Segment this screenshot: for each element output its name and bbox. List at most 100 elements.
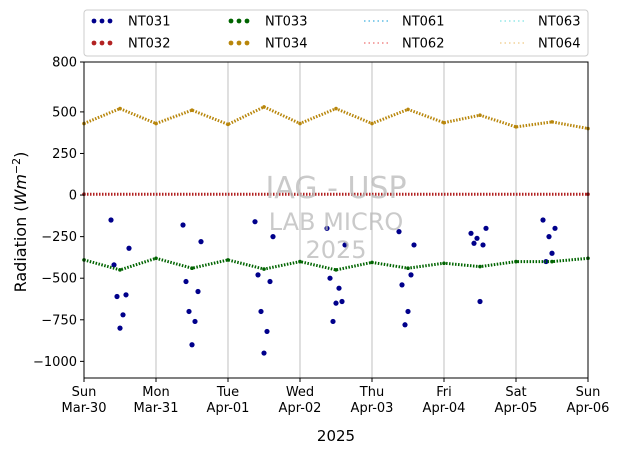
legend-marker <box>99 40 105 46</box>
watermark-line: 2025 <box>305 236 366 264</box>
data-point <box>411 242 417 248</box>
legend-label: NT062 <box>402 37 444 52</box>
data-point <box>408 272 414 278</box>
x-tick-label: Apr-06 <box>567 401 610 416</box>
data-point <box>190 266 194 271</box>
data-point <box>154 121 158 126</box>
legend-marker <box>228 40 234 46</box>
x-tick-day: Sat <box>505 385 526 400</box>
data-point <box>399 282 405 288</box>
data-point <box>270 234 276 240</box>
data-point <box>183 278 189 285</box>
legend-label: NT034 <box>265 37 307 52</box>
legend-label: NT031 <box>128 15 170 30</box>
legend-marker <box>91 40 97 46</box>
y-axis-label: Radiation (Wm−2) <box>10 152 31 293</box>
data-point <box>405 308 411 315</box>
data-point <box>342 242 348 248</box>
legend-label: NT061 <box>402 15 444 30</box>
x-tick-label: Apr-01 <box>207 401 250 416</box>
series-NT033 <box>82 256 590 272</box>
y-axis: 800 500 250 0 −250 −500 −750 −1000 <box>33 56 84 370</box>
data-point <box>154 256 158 261</box>
data-point <box>189 342 195 348</box>
data-point <box>186 308 192 315</box>
data-point <box>267 278 273 285</box>
legend-item-nt031: NT031 <box>91 15 170 30</box>
data-point <box>195 288 201 295</box>
data-point <box>468 230 474 236</box>
data-point <box>514 259 518 264</box>
y-tick-label: 500 <box>52 105 77 120</box>
data-point <box>550 120 554 124</box>
data-point <box>402 322 408 328</box>
legend-item-nt061: NT061 <box>364 15 444 30</box>
series-NT034 <box>82 105 590 131</box>
legend-marker <box>107 18 113 24</box>
data-point <box>111 262 117 268</box>
data-point <box>262 105 266 109</box>
legend-item-nt062: NT062 <box>364 37 444 52</box>
watermark-line: LAB MICRO <box>269 208 404 236</box>
data-point <box>370 260 374 265</box>
data-point <box>552 225 558 231</box>
data-point <box>471 240 477 246</box>
data-point <box>514 125 518 129</box>
x-tick-day: Wed <box>286 385 314 400</box>
data-point <box>298 121 302 126</box>
x-tick-day: Thu <box>359 385 384 400</box>
legend-item-nt064: NT064 <box>500 37 580 52</box>
x-tick-label: Apr-02 <box>279 401 322 416</box>
data-point <box>478 113 482 118</box>
data-point <box>118 268 122 272</box>
legend-marker <box>99 18 105 24</box>
legend-label: NT064 <box>538 37 580 52</box>
data-point <box>334 106 338 111</box>
data-point <box>549 250 555 256</box>
x-axis-label: 2025 <box>317 427 355 445</box>
data-point <box>546 234 552 240</box>
y-tick-label: −250 <box>41 230 77 245</box>
y-tick-label: 800 <box>52 56 77 71</box>
legend: NT031 NT032 NT033 NT034 NT061 NT062 NT063 NT064 <box>83 9 589 57</box>
data-point <box>474 235 480 241</box>
data-point <box>120 312 126 318</box>
data-point <box>252 219 258 225</box>
data-point <box>406 266 410 271</box>
series-layer <box>82 105 590 356</box>
data-point <box>550 259 554 264</box>
data-point <box>540 217 546 223</box>
data-point <box>324 225 330 231</box>
data-point <box>334 268 338 272</box>
y-tick-label: −1000 <box>33 355 77 370</box>
data-point <box>258 308 264 315</box>
data-point <box>442 261 446 266</box>
legend-label: NT033 <box>265 15 307 30</box>
data-point <box>126 245 132 251</box>
data-point <box>330 318 336 325</box>
x-tick-day: Fri <box>436 385 452 400</box>
legend-item-nt063: NT063 <box>500 15 580 30</box>
data-point <box>226 258 230 262</box>
x-tick-label: Apr-04 <box>423 401 466 416</box>
legend-label: NT063 <box>538 15 580 30</box>
legend-frame <box>83 9 589 57</box>
legend-item-nt033: NT033 <box>228 15 307 30</box>
data-point <box>108 217 114 223</box>
data-point <box>117 325 123 331</box>
data-point <box>480 242 486 248</box>
data-point <box>123 292 129 298</box>
data-point <box>198 239 204 245</box>
legend-marker <box>244 40 250 46</box>
data-point <box>264 328 270 335</box>
data-point <box>442 120 446 125</box>
x-tick-label: Mar-30 <box>62 401 107 416</box>
data-point <box>190 108 194 113</box>
legend-marker <box>107 40 113 46</box>
legend-marker <box>228 18 234 24</box>
series-NT031 <box>108 217 558 356</box>
series-line <box>83 256 589 272</box>
data-point <box>261 350 267 356</box>
x-tick-day: Mon <box>142 385 169 400</box>
